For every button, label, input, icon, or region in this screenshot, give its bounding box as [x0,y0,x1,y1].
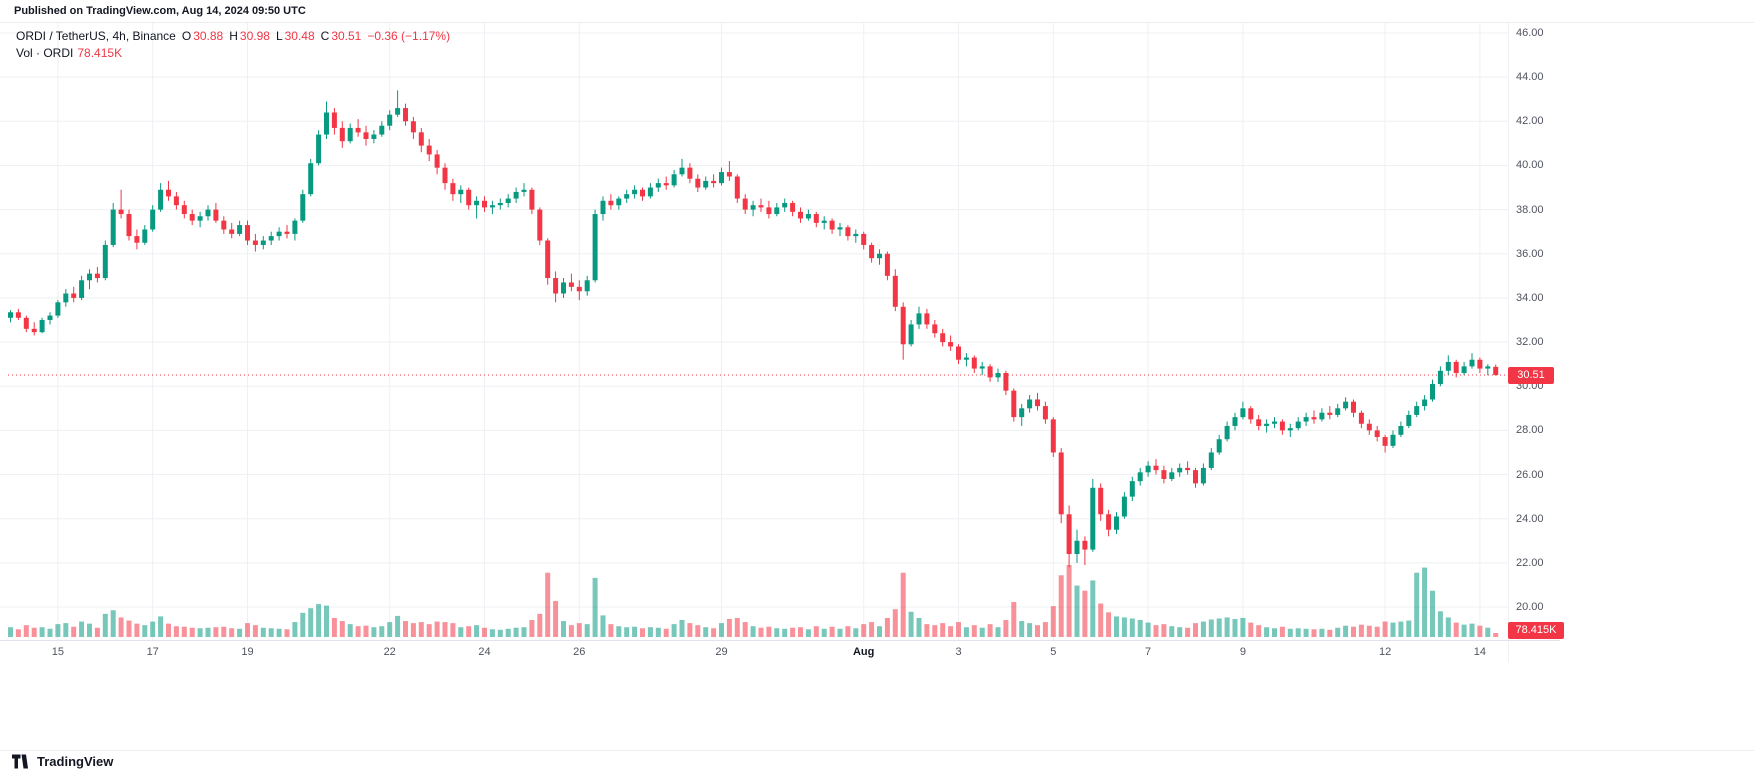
time-tick-label: 24 [478,646,491,658]
tradingview-logo[interactable]: TradingView [12,754,113,769]
ohlc-low-label: L [275,29,283,43]
time-tick-label: 22 [383,646,396,658]
last-price-label: 30.51 [1508,366,1554,384]
ohlc-open-label: O [181,29,192,43]
footer: TradingView [0,750,1754,774]
time-tick-label: 7 [1145,646,1152,658]
ohlc-close-label: C [320,29,330,43]
tradingview-logo-icon [12,754,31,769]
time-tick-label: 15 [51,646,65,658]
price-tick-label: 32.00 [1516,336,1544,349]
time-tick-label: 9 [1239,646,1246,658]
published-text: Published on TradingView.com, Aug 14, 20… [14,5,306,17]
ohlc-open-value: 30.88 [193,29,224,43]
price-scale[interactable]: 46.00 44.00 42.00 40.00 38.00 36.00 34.00 32.00… [1510,0,1574,660]
legend: ORDI / TetherUS, 4h, Binance O 30.88 H 30.98… [16,28,450,62]
last-volume-label: 78.415K [1508,622,1564,639]
time-tick-label: 3 [955,646,962,658]
time-scale[interactable]: 15 17 19 22 24 26 29 Aug 3 5 7 9 12 14 [0,640,1560,663]
price-tick-label: 24.00 [1516,512,1544,525]
time-tick-label: 5 [1050,646,1057,658]
published-header: Published on TradingView.com, Aug 14, 20… [0,0,1754,23]
ohlc-close-value: 30.51 [331,29,362,43]
price-scale-separator [1508,22,1509,662]
legend-symbol-row: ORDI / TetherUS, 4h, Binance O 30.88 H 30.98… [16,28,450,45]
price-tick-label: 28.00 [1516,424,1544,437]
legend-volume-row: Vol · ORDI 78.415K [16,45,450,62]
volume-value: 78.415K [77,46,123,60]
time-tick-label: Aug [852,646,875,658]
price-tick-label: 38.00 [1516,203,1544,216]
price-tick-label: 44.00 [1516,71,1544,84]
ohlc-high-value: 30.98 [239,29,270,43]
time-tick-label: 17 [146,646,159,658]
price-tick-label: 36.00 [1516,247,1544,260]
ohlc-high-label: H [229,29,238,43]
symbol-title: ORDI / TetherUS, 4h, Binance [16,29,176,43]
price-tick-label: 40.00 [1516,159,1544,172]
time-tick-label: 14 [1473,646,1487,658]
price-tick-label: 42.00 [1516,115,1544,128]
time-tick-label: 26 [573,646,586,658]
price-tick-label: 22.00 [1516,556,1544,569]
time-tick-label: 12 [1378,646,1392,658]
price-tick-label: 34.00 [1516,291,1544,304]
price-change: −0.36 (−1.17%) [367,29,451,43]
price-tick-label: 26.00 [1516,468,1544,481]
price-tick-label: 46.00 [1516,27,1544,39]
volume-study-title: Vol · ORDI [16,46,74,60]
price-tick-label: 20.00 [1516,601,1544,613]
tradingview-logo-text: TradingView [37,754,114,769]
time-tick-label: 19 [241,646,254,658]
ohlc-low-value: 30.48 [284,29,315,43]
time-tick-label: 29 [715,646,728,658]
